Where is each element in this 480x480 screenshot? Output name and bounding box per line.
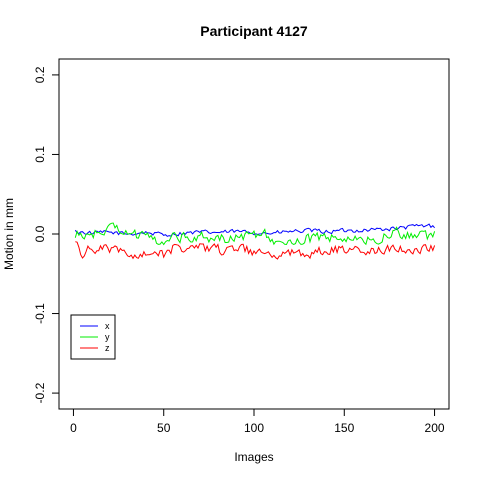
y-axis: -0.2 -0.1 0.0 0.1 0.2	[33, 66, 59, 403]
series-line-z	[75, 242, 434, 259]
y-tick-label: 0.1	[33, 146, 47, 163]
x-tick-label: 150	[334, 421, 354, 435]
series-layer	[75, 223, 434, 259]
y-tick-label: 0.2	[33, 66, 47, 83]
plot-area-frame	[59, 59, 449, 409]
legend-label-y: y	[105, 332, 110, 342]
x-tick-label: 100	[244, 421, 264, 435]
y-tick-label: -0.2	[33, 382, 47, 403]
y-tick-label: 0.0	[33, 225, 47, 242]
series-line-y	[75, 223, 434, 245]
x-tick-label: 200	[425, 421, 445, 435]
legend-label-z: z	[105, 343, 110, 353]
y-tick-label: -0.1	[33, 303, 47, 324]
x-axis: 0 50 100 150 200	[70, 409, 445, 435]
chart-title: Participant 4127	[200, 23, 308, 39]
x-tick-label: 50	[157, 421, 171, 435]
x-tick-label: 0	[70, 421, 77, 435]
legend: xyz	[71, 315, 115, 359]
legend-label-x: x	[105, 321, 110, 331]
y-axis-label: Motion in mm	[2, 198, 16, 270]
x-axis-label: Images	[234, 450, 273, 464]
